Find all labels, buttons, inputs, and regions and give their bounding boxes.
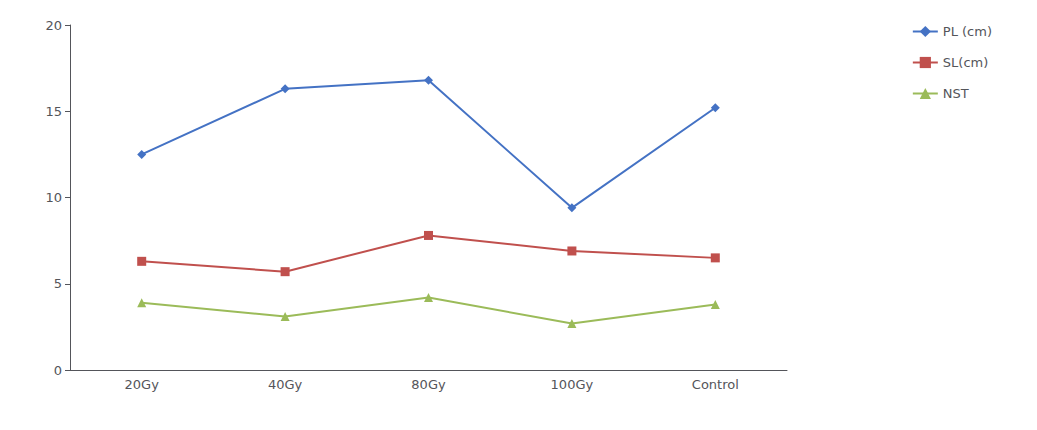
svg-text:SL(cm): SL(cm) — [943, 55, 988, 70]
svg-text:80Gy: 80Gy — [411, 377, 446, 392]
svg-text:100Gy: 100Gy — [551, 377, 594, 392]
svg-text:15: 15 — [45, 104, 62, 119]
svg-text:10: 10 — [45, 190, 62, 205]
svg-text:Control: Control — [692, 377, 739, 392]
svg-text:20: 20 — [45, 18, 62, 33]
svg-text:5: 5 — [54, 276, 62, 291]
svg-text:20Gy: 20Gy — [125, 377, 160, 392]
svg-text:NST: NST — [943, 86, 969, 101]
svg-text:PL (cm): PL (cm) — [943, 24, 992, 39]
svg-text:0: 0 — [54, 363, 62, 378]
svg-text:40Gy: 40Gy — [268, 377, 303, 392]
